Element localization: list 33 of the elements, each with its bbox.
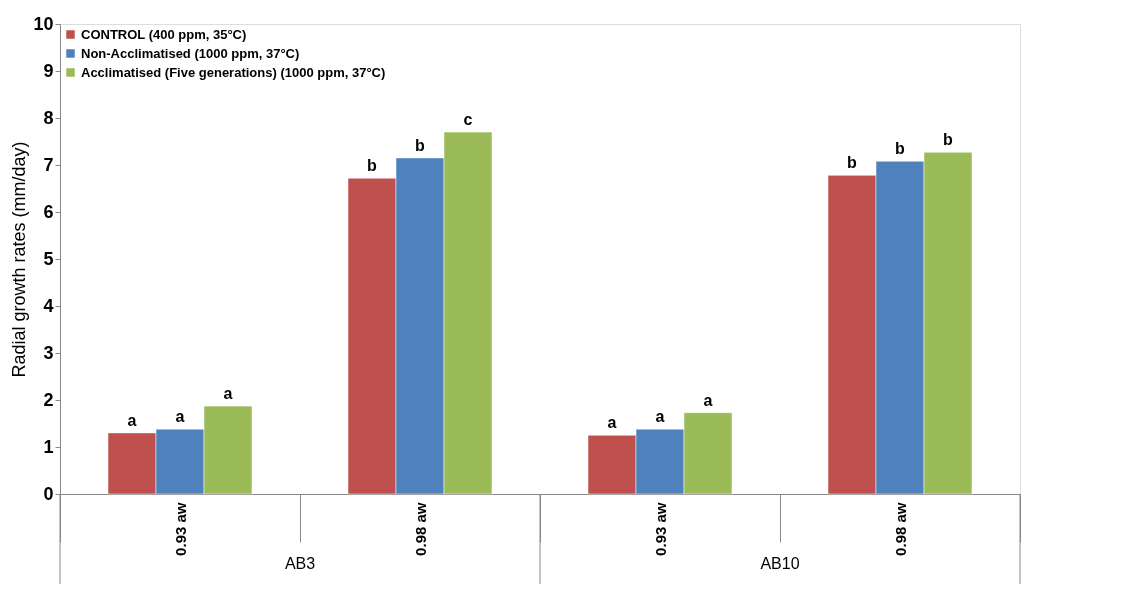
y-tick-label: 5 bbox=[43, 248, 54, 269]
legend-label: Non-Acclimatised (1000 ppm, 37°C) bbox=[81, 45, 300, 61]
text: AB10 bbox=[760, 555, 800, 572]
data-label: b bbox=[943, 131, 954, 149]
data-label: b bbox=[895, 140, 906, 158]
data-label: a bbox=[127, 411, 137, 429]
y-tick-label: 1 bbox=[43, 436, 54, 457]
data-label: b bbox=[415, 136, 426, 154]
y-tick-label: 0 bbox=[43, 483, 54, 504]
x-tick-label: 0.93 aw bbox=[651, 502, 669, 556]
x-tick-label: 0.98 aw bbox=[891, 502, 909, 556]
data-label: b bbox=[367, 157, 378, 175]
data-label: a bbox=[175, 408, 185, 426]
data-label: a bbox=[607, 414, 617, 432]
y-tick-label: 7 bbox=[43, 154, 54, 175]
x-tick-label: 0.98 aw bbox=[411, 502, 429, 556]
y-tick-label: 9 bbox=[43, 60, 54, 81]
text: AB3 bbox=[284, 555, 316, 572]
data-label: c bbox=[463, 111, 473, 129]
data-label: a bbox=[223, 385, 233, 403]
y-tick-label: 3 bbox=[43, 342, 54, 363]
x-tick-label: 0.93 aw bbox=[171, 502, 189, 556]
data-label: a bbox=[655, 408, 665, 426]
y-axis-title: Radial growth rates (mm/day) bbox=[9, 141, 30, 378]
y-tick-label: 8 bbox=[43, 107, 54, 128]
y-tick-label: 2 bbox=[43, 389, 54, 410]
y-tick-label: 4 bbox=[43, 295, 54, 316]
data-label: a bbox=[703, 391, 713, 409]
y-tick-label: 10 bbox=[33, 13, 54, 34]
y-tick-label: 6 bbox=[43, 201, 54, 222]
legend-label: Acclimatised (Five generations) (1000 ppm, 37°C) bbox=[81, 64, 386, 80]
legend-label: CONTROL (400 ppm, 35°C) bbox=[81, 26, 247, 42]
data-label: b bbox=[847, 154, 858, 172]
